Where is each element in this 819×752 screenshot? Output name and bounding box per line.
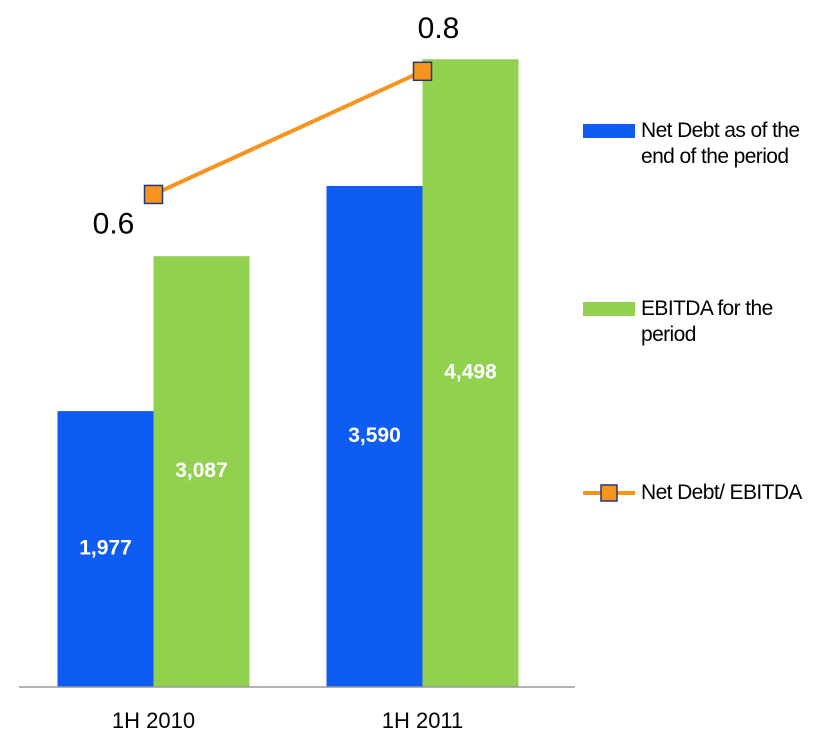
bar-value-label: 3,087 — [175, 459, 228, 482]
bar — [57, 411, 154, 687]
bar — [422, 59, 519, 687]
ratio-marker — [143, 184, 164, 205]
ratio-line — [152, 69, 424, 197]
bar-value-label: 3,590 — [348, 424, 401, 447]
legend-label: Net Debt as of the end of the period — [641, 119, 800, 168]
bar — [326, 185, 423, 688]
ratio-value-label: 0.8 — [418, 12, 460, 45]
x-tick-label: 1H 2011 — [382, 708, 464, 733]
bar-value-label: 1,977 — [79, 537, 132, 560]
bar-value-label: 4,498 — [444, 361, 497, 384]
legend-label: EBITDA for the period — [641, 297, 773, 346]
legend-swatch — [583, 302, 635, 316]
bar — [153, 256, 250, 687]
legend-marker — [600, 484, 618, 502]
x-tick-label: 1H 2010 — [112, 708, 195, 733]
legend-swatch — [583, 124, 635, 138]
ratio-marker — [412, 61, 433, 82]
ratio-value-label: 0.6 — [93, 207, 135, 240]
legend-label: Net Debt/ EBITDA — [641, 481, 802, 504]
